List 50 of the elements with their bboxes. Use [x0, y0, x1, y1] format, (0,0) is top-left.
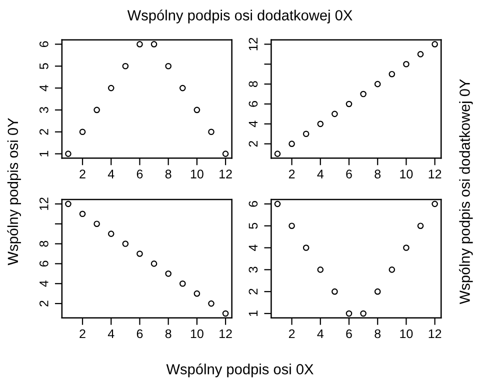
- y-tick-label: 8: [248, 81, 258, 87]
- y-tick-label: 3: [248, 266, 258, 273]
- y-tick-label: 5: [248, 222, 258, 229]
- x-tick-label: 10: [400, 329, 413, 338]
- x-tick-label: 6: [346, 329, 352, 338]
- text: Wspólny podpis osi dodatkowej 0X: [127, 10, 352, 24]
- y-tick-label: 3: [39, 107, 48, 113]
- y-tick-label: 6: [248, 201, 258, 207]
- x-tick-label: 12: [428, 170, 442, 178]
- x-tick-label: 12: [220, 329, 232, 338]
- text: Wspólny podpis osi 0Y: [7, 118, 21, 266]
- x-tick-label: 8: [374, 329, 381, 338]
- x-tick-label: 4: [317, 170, 324, 178]
- x-tick-label: 4: [317, 329, 324, 338]
- y-tick-label: 6: [39, 41, 48, 48]
- y-tick-label: 4: [40, 84, 48, 92]
- y-tick-label: 6: [248, 101, 258, 107]
- y-tick-label: 8: [39, 240, 48, 247]
- y-tick-label: 12: [248, 38, 258, 50]
- y-tick-label: 2: [39, 129, 48, 135]
- x-tick-label: 8: [374, 170, 381, 178]
- x-tick-label: 6: [136, 170, 143, 178]
- x-tick-label: 12: [428, 329, 442, 338]
- y-tick-label: 4: [248, 244, 258, 251]
- y-tick-label: 5: [40, 63, 48, 70]
- y-tick-label: 1: [248, 310, 258, 316]
- y-tick-label: 6: [39, 260, 48, 267]
- x-tick-label: 10: [190, 170, 204, 178]
- y-tick-label: 2: [39, 300, 48, 306]
- text: Wspólny podpis osi 0X: [166, 363, 314, 378]
- x-tick-label: 2: [288, 329, 295, 338]
- y-tick-label: 2: [248, 288, 258, 294]
- x-tick-label: 6: [346, 170, 352, 178]
- x-tick-label: 10: [190, 329, 204, 338]
- y-tick-label: 4: [248, 120, 258, 128]
- y-tick-label: 1: [40, 150, 48, 156]
- x-tick-label: 12: [220, 170, 232, 178]
- text: Wspólny podpis osi dodatkowej 0Y: [459, 79, 473, 304]
- x-tick-label: 2: [80, 329, 86, 338]
- x-tick-label: 8: [165, 329, 172, 338]
- x-tick-label: 6: [136, 329, 143, 338]
- x-tick-label: 8: [165, 170, 172, 178]
- x-tick-label: 4: [108, 329, 114, 338]
- y-tick-label: 4: [40, 280, 48, 287]
- y-tick-label: 2: [248, 140, 258, 147]
- y-tick-label: 12: [39, 198, 48, 210]
- x-tick-label: 2: [288, 170, 295, 178]
- x-tick-label: 4: [108, 170, 114, 178]
- x-tick-label: 2: [80, 170, 86, 178]
- x-tick-label: 10: [400, 170, 413, 178]
